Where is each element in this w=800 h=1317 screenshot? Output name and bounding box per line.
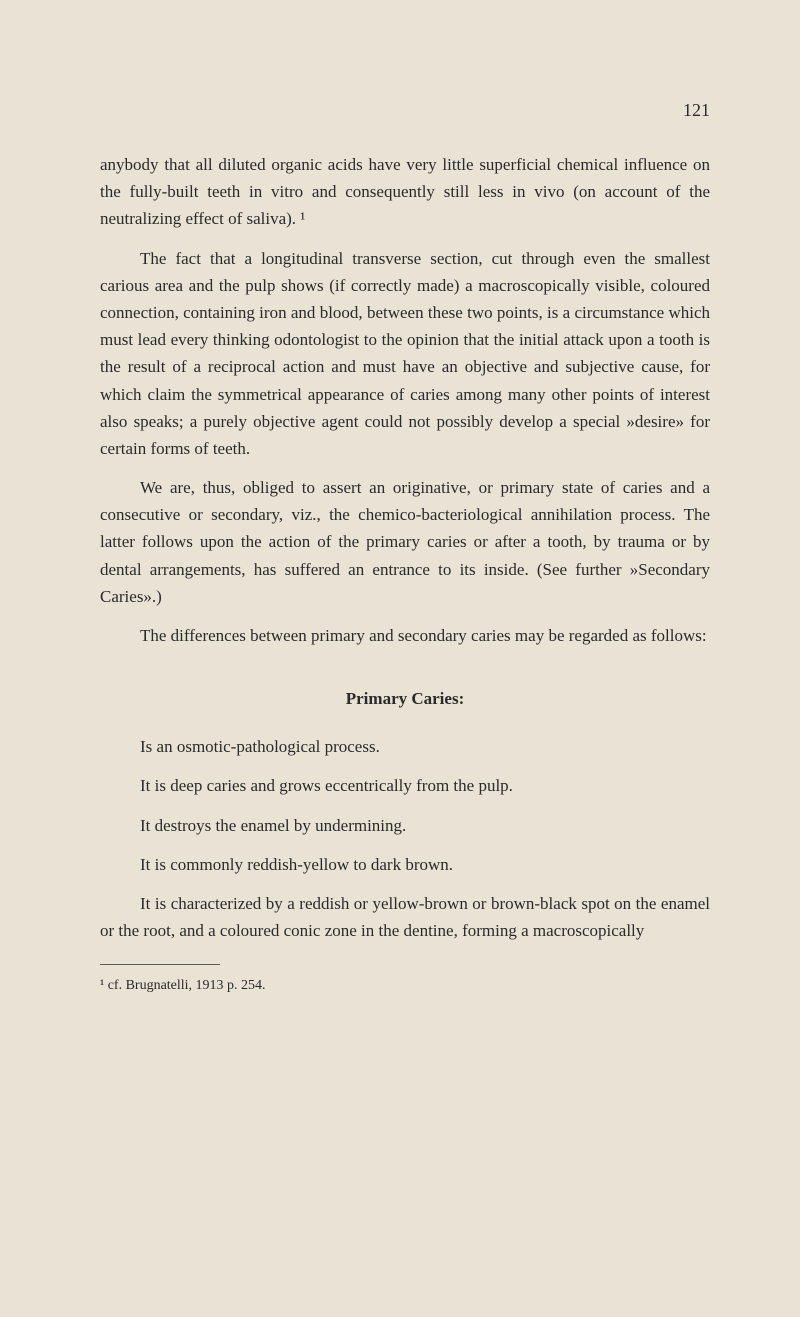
body-paragraph-4: The differences between primary and seco… (100, 622, 710, 649)
list-paragraph-3: It destroys the enamel by undermining. (100, 812, 710, 839)
list-paragraph-5: It is characterized by a reddish or yell… (100, 890, 710, 944)
section-heading: Primary Caries: (100, 689, 710, 709)
page-number: 121 (100, 100, 710, 121)
list-paragraph-1: Is an osmotic-pathological process. (100, 733, 710, 760)
list-paragraph-2: It is deep caries and grows eccentricall… (100, 772, 710, 799)
footnote-separator (100, 964, 220, 965)
list-paragraph-4: It is commonly reddish-yellow to dark br… (100, 851, 710, 878)
body-paragraph-1: anybody that all diluted organic acids h… (100, 151, 710, 233)
body-paragraph-2: The fact that a longitudinal transverse … (100, 245, 710, 463)
body-paragraph-3: We are, thus, obliged to assert an origi… (100, 474, 710, 610)
footnote: ¹ cf. Brugnatelli, 1913 p. 254. (100, 975, 710, 996)
